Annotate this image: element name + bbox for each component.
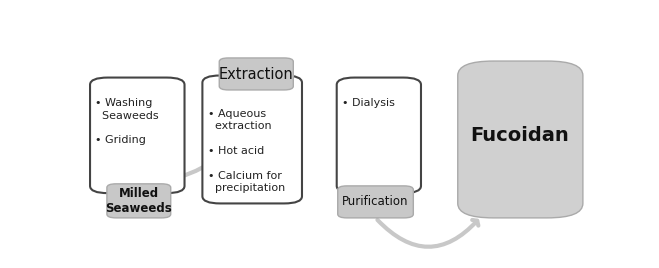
FancyBboxPatch shape xyxy=(337,77,421,193)
FancyBboxPatch shape xyxy=(219,58,293,90)
FancyBboxPatch shape xyxy=(338,186,413,218)
FancyBboxPatch shape xyxy=(458,61,583,218)
Text: Fucoidan: Fucoidan xyxy=(471,126,569,145)
Text: Milled
Seaweeds: Milled Seaweeds xyxy=(105,187,172,215)
Text: Purification: Purification xyxy=(342,195,409,209)
Text: • Dialysis: • Dialysis xyxy=(342,98,395,108)
FancyBboxPatch shape xyxy=(90,77,185,193)
FancyBboxPatch shape xyxy=(202,76,302,203)
Text: Extraction: Extraction xyxy=(219,66,293,81)
FancyBboxPatch shape xyxy=(107,184,171,218)
Text: • Washing
  Seaweeds

• Griding: • Washing Seaweeds • Griding xyxy=(95,98,159,146)
Text: • Aqueous
  extraction

• Hot acid

• Calcium for
  precipitation: • Aqueous extraction • Hot acid • Calciu… xyxy=(208,109,285,193)
